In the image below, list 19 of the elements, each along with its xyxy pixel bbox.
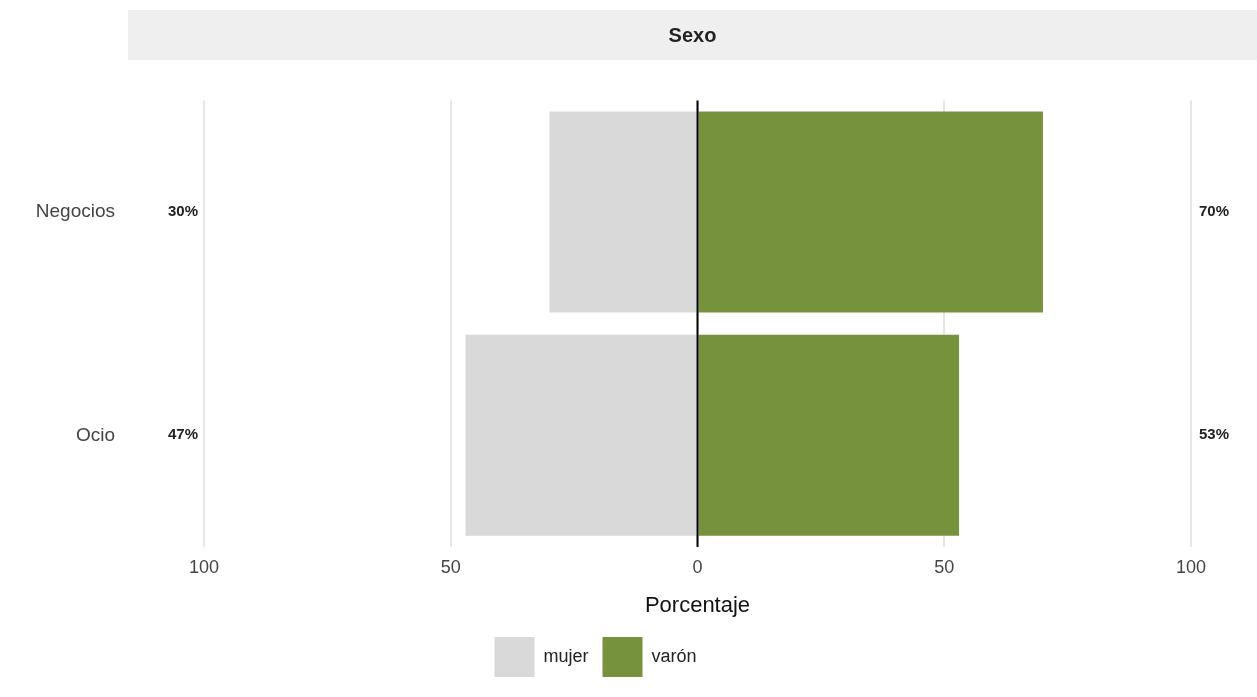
y-tick-label: Negocios <box>35 200 115 222</box>
text: 47% <box>167 425 198 443</box>
text: 30% <box>167 202 198 220</box>
x-tick-label: 50 <box>934 556 955 577</box>
bar <box>698 334 960 536</box>
x-tick-label: 100 <box>188 556 220 577</box>
legend-label: mujer <box>543 645 589 666</box>
x-axis-title: Porcentaje <box>644 591 751 617</box>
x-tick-label: 100 <box>1175 556 1207 577</box>
bar <box>465 334 697 536</box>
bar <box>698 111 1043 313</box>
bar <box>549 111 697 313</box>
text: 53% <box>1199 425 1230 443</box>
legend-label: varón <box>651 645 697 666</box>
chart-title: Sexo <box>128 10 1257 60</box>
text: 70% <box>1199 202 1230 220</box>
x-tick-label: 50 <box>440 556 461 577</box>
y-tick-label: Ocio <box>75 423 115 445</box>
x-tick-label: 0 <box>692 556 703 577</box>
